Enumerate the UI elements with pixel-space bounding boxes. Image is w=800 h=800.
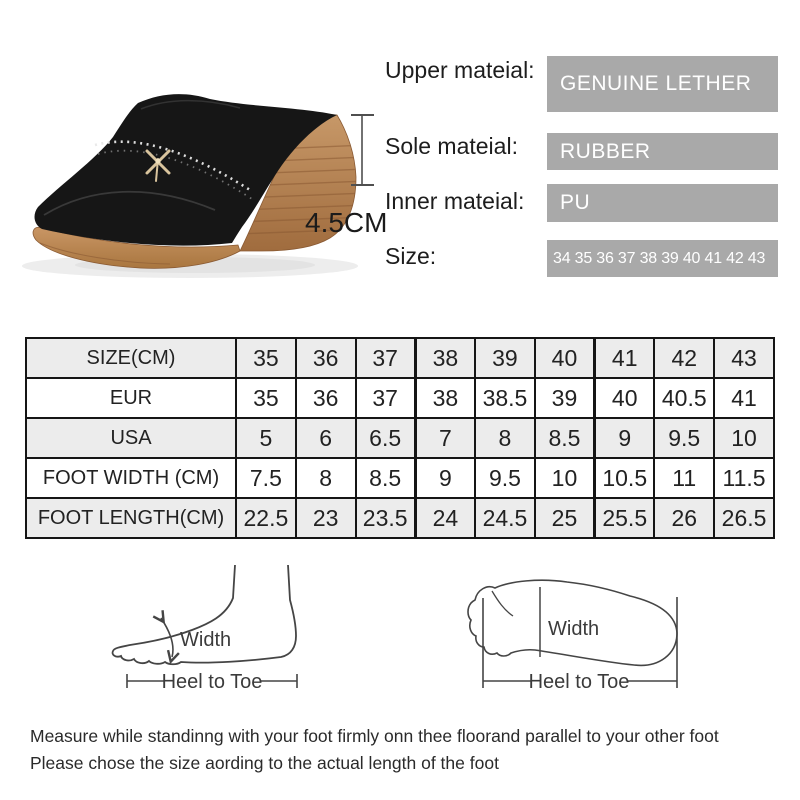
size-cell: 36 bbox=[294, 337, 357, 379]
size-cell: 9.5 bbox=[474, 457, 536, 499]
size-cell: 24.5 bbox=[474, 497, 536, 539]
outsole-edge-line bbox=[39, 242, 171, 265]
spec-label-size: Size: bbox=[385, 243, 437, 269]
size-cell: 38.5 bbox=[474, 377, 536, 419]
row-label: FOOT WIDTH (CM) bbox=[25, 457, 237, 499]
footprint-length-label: Heel to Toe bbox=[529, 671, 630, 693]
size-cell: 26 bbox=[653, 497, 716, 539]
footprint-outline bbox=[467, 579, 678, 667]
size-cell: 8 bbox=[294, 457, 357, 499]
size-cell: 38 bbox=[413, 337, 477, 379]
shoe-photo bbox=[22, 94, 374, 278]
size-cell: 8.5 bbox=[533, 417, 596, 459]
toe-opening-edge bbox=[43, 190, 216, 216]
size-cell: 37 bbox=[354, 377, 417, 419]
size-cell: 36 bbox=[294, 377, 357, 419]
size-cell: 6 bbox=[294, 417, 357, 459]
spec-label-upper: Upper mateial: bbox=[385, 57, 535, 83]
table-row: FOOT WIDTH (CM) 7.5 8 8.5 9 9.5 10 10.5 11 11.5 bbox=[25, 457, 775, 499]
size-cell: 41 bbox=[713, 377, 775, 419]
size-cell: 41 bbox=[593, 337, 656, 379]
size-cell: 35 bbox=[235, 337, 297, 379]
size-cell: 39 bbox=[474, 337, 536, 379]
spec-value-size-range: 34 35 36 37 38 39 40 41 42 43 bbox=[547, 240, 778, 277]
size-cell: 25.5 bbox=[593, 497, 656, 539]
spec-label-sole: Sole mateial: bbox=[385, 133, 518, 159]
spec-value-inner: PU bbox=[547, 184, 778, 222]
size-cell: 9 bbox=[413, 457, 477, 499]
size-cell: 40 bbox=[533, 337, 596, 379]
footprint-length-measure bbox=[482, 597, 678, 688]
size-cell: 9 bbox=[593, 417, 656, 459]
footprint-diagram: Width Heel to Toe bbox=[467, 579, 678, 693]
heel-height-label: 4.5CM bbox=[305, 207, 388, 238]
size-table-body: SIZE(CM) 35 36 37 38 39 40 41 42 43 EUR 35 36 37 38 38.… bbox=[25, 337, 775, 539]
side-foot-outline bbox=[111, 564, 297, 666]
heel-height-line bbox=[351, 114, 374, 186]
size-cell: 24 bbox=[413, 497, 477, 539]
size-cell: 8.5 bbox=[354, 457, 417, 499]
big-toe-crease bbox=[491, 590, 514, 617]
size-cell: 40 bbox=[593, 377, 656, 419]
size-cell: 5 bbox=[235, 417, 297, 459]
size-cell: 11.5 bbox=[713, 457, 775, 499]
size-cell: 7 bbox=[413, 417, 477, 459]
size-cell: 8 bbox=[474, 417, 536, 459]
size-cell: 9.5 bbox=[653, 417, 716, 459]
size-cell: 26.5 bbox=[713, 497, 775, 539]
size-cell: 23 bbox=[294, 497, 357, 539]
size-cell: 37 bbox=[354, 337, 417, 379]
row-label: SIZE(CM) bbox=[25, 337, 237, 379]
size-cell: 39 bbox=[533, 377, 596, 419]
spec-value-sole: RUBBER bbox=[547, 133, 778, 170]
spec-label-inner: Inner mateial: bbox=[385, 188, 525, 214]
size-cell: 22.5 bbox=[235, 497, 297, 539]
size-cell: 11 bbox=[653, 457, 716, 499]
side-foot-diagram: Width Heel to Toe bbox=[111, 564, 298, 693]
size-cell: 10 bbox=[713, 417, 775, 459]
measuring-notes: Measure while standinng with your foot f… bbox=[30, 723, 790, 777]
shoe-upper bbox=[34, 94, 338, 246]
width-arrow bbox=[152, 610, 180, 665]
size-cell: 35 bbox=[235, 377, 297, 419]
row-label: EUR bbox=[25, 377, 237, 419]
size-cell: 38 bbox=[413, 377, 477, 419]
size-cell: 10 bbox=[533, 457, 596, 499]
vamp-seam bbox=[140, 99, 241, 110]
table-row: SIZE(CM) 35 36 37 38 39 40 41 42 43 bbox=[25, 337, 775, 379]
dragonfly-ornament bbox=[145, 149, 171, 182]
spec-value-upper: GENUINE LETHER bbox=[547, 56, 778, 112]
size-cell: 10.5 bbox=[593, 457, 656, 499]
note-line-1: Measure while standinng with your foot f… bbox=[30, 726, 719, 746]
footprint-width-label: Width bbox=[548, 618, 599, 640]
size-table: SIZE(CM) 35 36 37 38 39 40 41 42 43 EUR 35 36 37 38 38.… bbox=[25, 337, 775, 539]
size-cell: 25 bbox=[533, 497, 596, 539]
front-outsole bbox=[32, 226, 241, 269]
size-cell: 23.5 bbox=[354, 497, 417, 539]
note-line-2: Please chose the size aording to the act… bbox=[30, 753, 499, 773]
size-cell: 42 bbox=[653, 337, 716, 379]
size-cell: 43 bbox=[713, 337, 775, 379]
table-row: FOOT LENGTH(CM) 22.5 23 23.5 24 24.5 25 25.5 26 2… bbox=[25, 497, 775, 539]
table-row: USA 5 6 6.5 7 8 8.5 9 9.5 10 bbox=[25, 417, 775, 459]
size-cell: 6.5 bbox=[354, 417, 417, 459]
side-length-measure bbox=[126, 674, 298, 688]
size-cell: 7.5 bbox=[235, 457, 297, 499]
table-row: EUR 35 36 37 38 38.5 39 40 40.5 41 bbox=[25, 377, 775, 419]
row-label: FOOT LENGTH(CM) bbox=[25, 497, 237, 539]
side-width-label: Width bbox=[180, 629, 231, 651]
side-length-label: Heel to Toe bbox=[162, 671, 263, 693]
size-cell: 40.5 bbox=[653, 377, 716, 419]
row-label: USA bbox=[25, 417, 237, 459]
